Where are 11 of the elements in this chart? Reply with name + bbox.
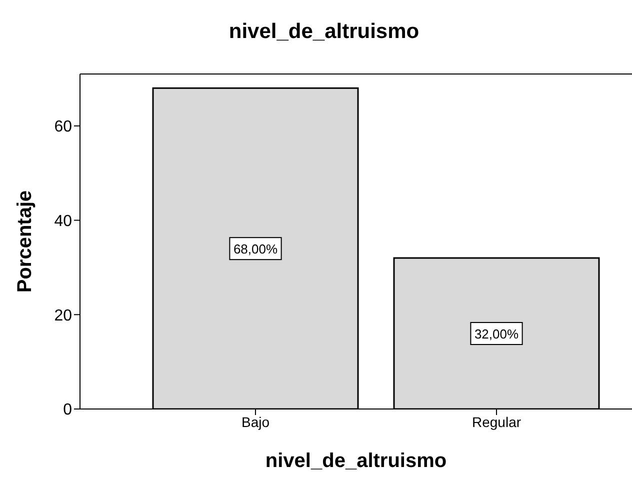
x-axis-title: nivel_de_altruismo: [265, 450, 447, 472]
x-tick-label: Regular: [472, 414, 522, 430]
y-tick-label: 40: [54, 212, 72, 230]
y-tick-label: 0: [63, 402, 72, 419]
x-tick-label: Bajo: [241, 414, 270, 430]
y-tick-label: 20: [54, 307, 72, 324]
y-tick-label: 60: [54, 118, 72, 136]
data-label: 32,00%: [474, 326, 519, 342]
chart-title: nivel_de_altruismo: [228, 20, 420, 44]
y-axis-title: Porcentaje: [14, 190, 36, 293]
data-label: 68,00%: [233, 242, 278, 257]
